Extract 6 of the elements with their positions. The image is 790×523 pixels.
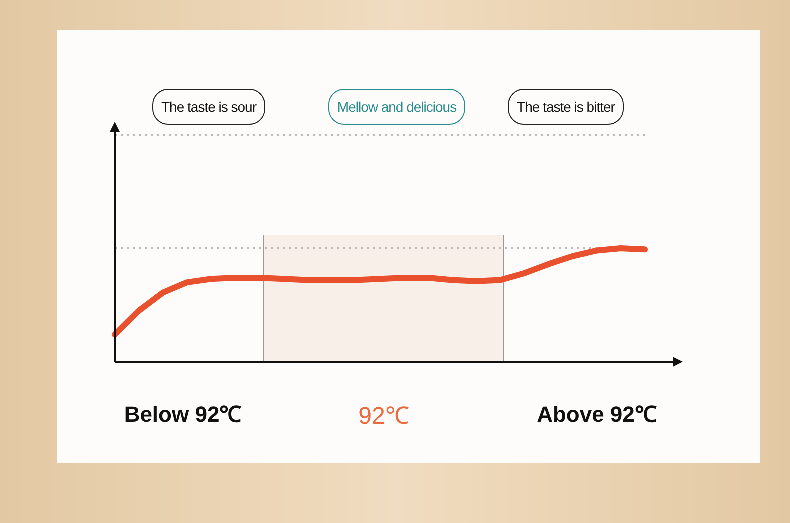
text: The taste is sour bbox=[152, 89, 266, 125]
text: Above 92℃ bbox=[537, 401, 657, 428]
text: The taste is bitter bbox=[508, 89, 624, 125]
text: 92℃ bbox=[358, 402, 410, 431]
text: Mellow and delicious bbox=[328, 89, 466, 125]
text: Below 92℃ bbox=[124, 401, 242, 428]
